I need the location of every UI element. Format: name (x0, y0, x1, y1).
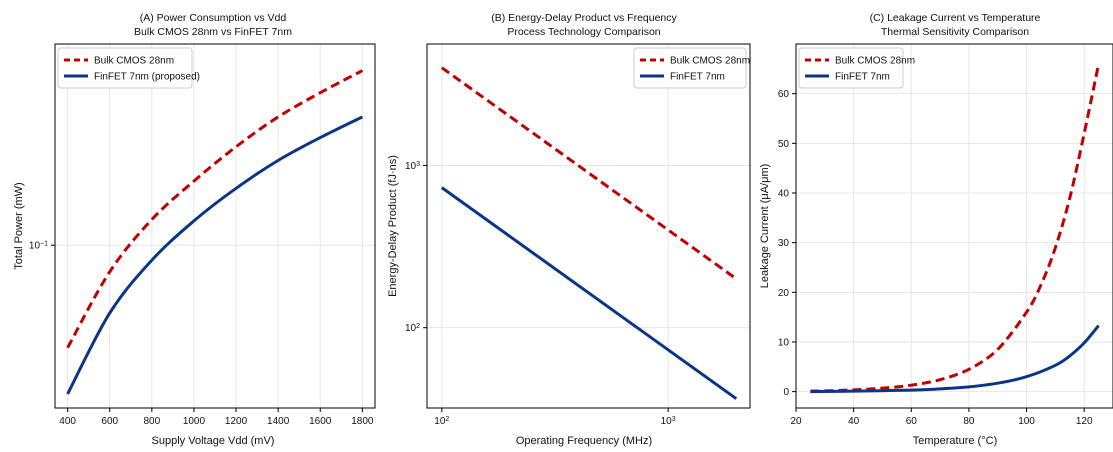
legend-label: FinFET 7nm (proposed) (94, 72, 200, 83)
axes-frame (426, 43, 751, 409)
panel-a-plot: 400 600 800 1000 1200 1400 1600 1800 10−1 Bulk CM… (29, 43, 376, 427)
x-tick-label: 103 (661, 416, 676, 428)
x-tick-label: 102 (434, 416, 449, 428)
y-tick-label: 40 (778, 188, 790, 199)
panel-a-subtitle: Bulk CMOS 28nm vs FinFET 7nm (134, 26, 292, 38)
panel-b-xlabel: Operating Frequency (MHz) (516, 435, 652, 447)
panel-b-subtitle: Process Technology Comparison (507, 26, 660, 38)
x-tick-label: 1000 (183, 416, 206, 427)
y-tick-label: 10−1 (29, 240, 48, 252)
x-tick-label: 20 (790, 416, 802, 427)
legend-label: Bulk CMOS 28nm (835, 56, 915, 67)
x-tick-label: 120 (1076, 416, 1093, 427)
legend: Bulk CMOS 28nm FinFET 7nm (proposed) (57, 47, 200, 89)
legend-box (633, 47, 747, 89)
x-tick-label: 1600 (309, 416, 332, 427)
x-tick-label: 400 (59, 416, 76, 427)
panel-a-xlabel: Supply Voltage Vdd (mV) (152, 435, 275, 447)
y-tick-label: 50 (778, 139, 790, 150)
y-tick-label: 20 (778, 288, 790, 299)
panel-a-ylabel: Total Power (mW) (13, 182, 25, 269)
legend-label: FinFET 7nm (835, 72, 890, 83)
x-tick-label: 80 (963, 416, 975, 427)
panel-c-title: (C) Leakage Current vs Temperature (870, 12, 1041, 24)
panel-c-subtitle: Thermal Sensitivity Comparison (881, 26, 1029, 38)
x-tick-label: 1200 (225, 416, 248, 427)
panel-b-ylabel: Energy-Delay Product (fJ·ns) (387, 155, 399, 297)
panel-c: (C) Leakage Current vs Temperature Therm… (759, 12, 1113, 447)
legend-box (57, 47, 193, 89)
y-tick-label: 103 (405, 160, 420, 172)
panel-c-xlabel: Temperature (°C) (913, 435, 997, 447)
series-line-bulk (440, 66, 738, 281)
y-tick-label: 60 (778, 89, 790, 100)
x-tick-label: 40 (848, 416, 860, 427)
y-tick-label: 0 (783, 387, 789, 398)
y-tick-label: 30 (778, 238, 790, 249)
y-tick-label: 10 (778, 337, 790, 348)
legend-box (798, 47, 904, 89)
panel-c-ylabel: Leakage Current (μA/μm) (759, 164, 771, 289)
panel-a-title: (A) Power Consumption vs Vdd (140, 12, 287, 24)
legend-label: Bulk CMOS 28nm (670, 56, 750, 67)
series-line-finfet (66, 115, 364, 395)
series-line-bulk (66, 69, 364, 349)
panel-b: (B) Energy-Delay Product vs Frequency Pr… (387, 12, 751, 447)
panel-b-plot: 102 103 102 103 Bulk CMOS 28nm FinFET 7nm (405, 43, 751, 428)
panel-a: (A) Power Consumption vs Vdd Bulk CMOS 2… (13, 12, 376, 447)
x-tick-label: 60 (906, 416, 918, 427)
x-tick-label: 1400 (267, 416, 290, 427)
axes-frame (54, 43, 376, 409)
x-tick-label: 600 (101, 416, 118, 427)
legend-label: Bulk CMOS 28nm (94, 56, 174, 67)
legend: Bulk CMOS 28nm FinFET 7nm (633, 47, 750, 89)
panel-c-plot: 20 40 60 80 100 120 0 10 20 30 40 50 60 Bulk CMOS 28n… (778, 43, 1113, 427)
panel-b-title: (B) Energy-Delay Product vs Frequency (491, 12, 677, 24)
x-tick-label: 1800 (351, 416, 374, 427)
series-line-finfet (810, 324, 1100, 394)
legend: Bulk CMOS 28nm FinFET 7nm (798, 47, 915, 89)
y-tick-label: 102 (405, 323, 420, 335)
series-line-finfet (440, 186, 738, 400)
legend-label: FinFET 7nm (670, 72, 725, 83)
x-tick-label: 100 (1018, 416, 1035, 427)
x-tick-label: 800 (143, 416, 160, 427)
axes-frame (795, 43, 1113, 409)
